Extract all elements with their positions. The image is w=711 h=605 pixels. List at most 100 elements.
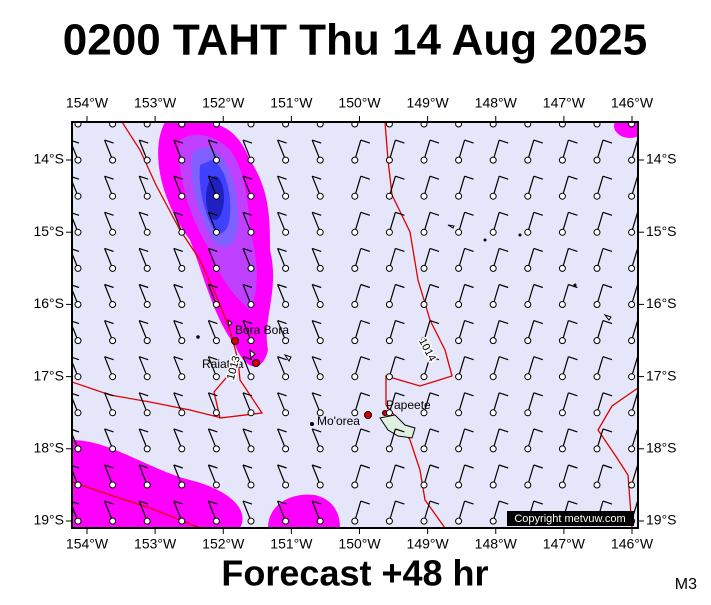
barb-flag — [464, 356, 474, 361]
barb-flag — [395, 211, 405, 216]
wind-barb — [242, 500, 255, 525]
barb-flag — [395, 500, 405, 505]
station — [593, 192, 601, 200]
station — [455, 373, 463, 381]
barb-flag — [104, 320, 114, 325]
wind-barb — [173, 356, 186, 381]
station — [420, 264, 428, 272]
wind-barb — [524, 122, 532, 128]
longitude-label: 147°W — [543, 95, 586, 111]
barb-staff — [138, 212, 148, 233]
station — [109, 481, 117, 489]
latitude-label: 14°S — [646, 151, 677, 167]
wind-barb — [72, 428, 82, 453]
barb-flag — [312, 392, 322, 397]
wind-barb — [138, 139, 151, 164]
barb-flag — [104, 211, 114, 216]
wind-barb — [385, 122, 393, 128]
station — [316, 445, 324, 453]
copyright-box — [507, 511, 634, 526]
wind-barb — [593, 211, 613, 236]
station — [74, 192, 82, 200]
barb-flag — [464, 247, 474, 252]
wind-barb — [72, 284, 82, 308]
wind-barb — [207, 392, 220, 417]
wind-barb — [242, 283, 255, 308]
barb-flag — [568, 500, 578, 505]
title: 0200 TAHT Thu 14 Aug 2025 — [63, 16, 647, 65]
wind-barb — [628, 283, 638, 308]
station — [282, 445, 290, 453]
barb-flag — [533, 356, 543, 361]
wind-barb — [558, 356, 578, 381]
wind-barb — [311, 139, 324, 164]
station — [74, 301, 82, 308]
barb-flag — [568, 139, 578, 144]
wind-barb — [311, 392, 324, 417]
station — [316, 481, 324, 489]
barb-staff — [138, 320, 148, 341]
wind-barb — [558, 283, 578, 308]
wind-barb — [311, 320, 324, 345]
wind-barb — [558, 247, 578, 272]
barb-flag — [139, 283, 149, 289]
wind-barb — [385, 464, 405, 489]
wind-barb — [558, 122, 566, 128]
longitude-label: 149°W — [407, 536, 450, 552]
station — [178, 122, 186, 128]
wind-barb — [385, 139, 405, 164]
wind-barb — [455, 122, 463, 128]
barb-flag — [602, 428, 613, 433]
barb-staff — [104, 500, 114, 522]
barb-staff — [104, 284, 114, 305]
station — [143, 192, 151, 200]
barb-flag — [139, 428, 149, 433]
station — [351, 517, 359, 525]
barb-flag — [568, 356, 578, 361]
barb-flag — [360, 464, 370, 469]
wind-barb — [628, 428, 638, 453]
barb-staff — [104, 212, 114, 233]
wind-barb — [138, 500, 151, 525]
wind-barb — [524, 175, 543, 200]
longitude-label: 152°W — [202, 95, 245, 111]
barb-flag — [208, 283, 218, 289]
longitude-label: 150°W — [338, 536, 381, 552]
barb-staff — [104, 175, 114, 197]
barb-staff — [138, 284, 148, 305]
barb-staff — [277, 392, 287, 414]
barb-flag — [464, 392, 474, 397]
station — [385, 228, 393, 236]
station — [109, 301, 117, 308]
barb-staff — [138, 356, 148, 377]
station — [247, 373, 255, 381]
barb-staff — [72, 251, 79, 269]
station — [420, 373, 428, 381]
station — [212, 337, 220, 345]
station — [282, 301, 290, 308]
wind-barb — [524, 247, 543, 272]
station — [212, 445, 220, 453]
wind-barb — [593, 139, 613, 164]
barb-flag — [72, 428, 80, 433]
wind-barb — [178, 122, 186, 128]
barb-flag — [602, 211, 613, 216]
station — [212, 192, 220, 200]
wind-barb — [138, 428, 151, 453]
station — [524, 373, 532, 381]
barb-staff — [242, 392, 252, 414]
station — [282, 409, 290, 417]
station — [455, 122, 463, 128]
wind-barb — [138, 464, 151, 489]
wind-barb — [351, 139, 370, 164]
barb-flag — [429, 175, 440, 180]
station — [455, 409, 463, 417]
barb-flag — [139, 320, 149, 325]
wind-barb — [628, 464, 638, 489]
station — [74, 373, 82, 381]
barb-flag — [464, 464, 474, 469]
wind-barb — [489, 500, 509, 525]
station — [524, 301, 532, 308]
station — [593, 445, 601, 453]
wind-barb — [72, 140, 82, 164]
